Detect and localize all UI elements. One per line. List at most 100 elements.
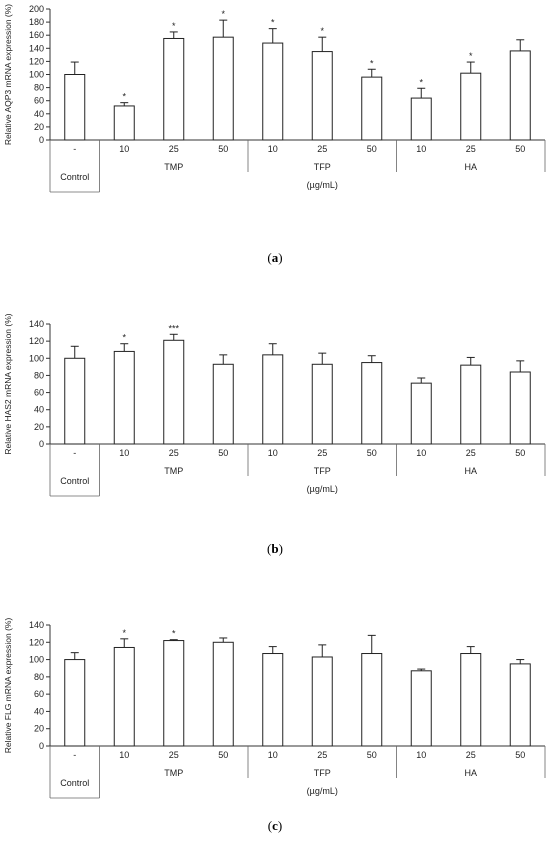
significance-marker: *	[320, 26, 324, 36]
bar	[113, 105, 135, 141]
y-tick-label: 200	[29, 4, 44, 14]
y-tick-label: 140	[29, 319, 44, 329]
bar	[311, 656, 333, 747]
y-axis-label: Relative AQP3 mRNA expression (%)	[3, 4, 13, 145]
x-tick-label: 10	[416, 448, 426, 458]
x-tick-label: 25	[317, 750, 327, 760]
y-tick-label: 120	[29, 56, 44, 66]
y-tick-label: 20	[34, 724, 44, 734]
x-group-label: TMP	[164, 466, 183, 476]
x-tick-label: 50	[367, 448, 377, 458]
bar	[460, 72, 482, 141]
bar	[460, 364, 482, 445]
y-axis-label: Relative HAS2 mRNA expression (%)	[3, 313, 13, 454]
y-tick-label: 80	[34, 83, 44, 93]
y-tick-label: 20	[34, 122, 44, 132]
bar	[64, 659, 86, 747]
chart-panel-a: 0 20 40 60 80 100 120 140 160 180 200 Relative AQP3…	[3, 4, 546, 265]
x-group-label: Control	[60, 778, 89, 788]
significance-marker: *	[469, 51, 473, 61]
bar	[410, 670, 432, 747]
bar	[163, 339, 185, 445]
y-tick-label: 120	[29, 637, 44, 647]
y-tick-label: 80	[34, 370, 44, 380]
x-tick-label: 10	[119, 448, 129, 458]
bar	[163, 640, 185, 747]
y-axis-label: Relative FLG mRNA expression (%)	[3, 618, 13, 754]
y-tick-label: 140	[29, 620, 44, 630]
x-tick-label: 50	[218, 144, 228, 154]
y-tick-label: 60	[34, 388, 44, 398]
x-tick-label: 10	[268, 750, 278, 760]
panel-label: (a)	[267, 250, 282, 265]
x-tick-label: 25	[169, 144, 179, 154]
x-tick-label: 10	[268, 144, 278, 154]
chart-panel-b: 0 20 40 60 80 100 120 140 Relative HAS2 mRNA exp…	[3, 313, 546, 556]
x-tick-label: 50	[515, 448, 525, 458]
x-tick-label: 25	[169, 448, 179, 458]
bar	[113, 350, 135, 445]
x-tick-label: 50	[367, 144, 377, 154]
significance-marker: *	[221, 9, 225, 19]
x-tick-label: 10	[268, 448, 278, 458]
x-group-label: HA	[464, 768, 477, 778]
significance-marker: *	[122, 628, 126, 638]
x-unit-label: (µg/mL)	[307, 786, 338, 796]
x-tick-label: -	[73, 144, 76, 154]
bar	[262, 653, 284, 747]
y-tick-label: 0	[39, 135, 44, 145]
y-tick-label: 120	[29, 336, 44, 346]
y-tick-label: 60	[34, 96, 44, 106]
significance-marker: *	[271, 18, 275, 28]
significance-marker: *	[122, 333, 126, 343]
y-tick-label: 100	[29, 70, 44, 80]
y-tick-label: 160	[29, 30, 44, 40]
x-tick-label: 50	[367, 750, 377, 760]
x-tick-label: 25	[466, 750, 476, 760]
x-group-label: TMP	[164, 768, 183, 778]
x-unit-label: (µg/mL)	[307, 180, 338, 190]
bar	[361, 653, 383, 747]
x-group-label: Control	[60, 172, 89, 182]
bar	[113, 646, 135, 747]
y-tick-label: 100	[29, 655, 44, 665]
x-tick-label: 50	[218, 448, 228, 458]
panel-label: (c)	[268, 818, 282, 833]
x-tick-label: 25	[317, 144, 327, 154]
bar	[163, 37, 185, 141]
y-tick-label: 20	[34, 422, 44, 432]
x-group-label: Control	[60, 476, 89, 486]
x-tick-label: 25	[466, 144, 476, 154]
panel-label: (b)	[267, 541, 283, 556]
x-group-label: HA	[464, 466, 477, 476]
bar	[361, 76, 383, 141]
bar	[361, 362, 383, 445]
x-tick-label: 10	[416, 144, 426, 154]
x-group-label: TFP	[314, 162, 331, 172]
x-tick-label: 50	[218, 750, 228, 760]
x-tick-label: 25	[317, 448, 327, 458]
y-tick-label: 40	[34, 109, 44, 119]
x-tick-label: 25	[466, 448, 476, 458]
bar	[410, 97, 432, 141]
x-tick-label: 50	[515, 144, 525, 154]
x-group-label: TFP	[314, 466, 331, 476]
x-tick-label: 10	[416, 750, 426, 760]
x-tick-label: 50	[515, 750, 525, 760]
x-tick-label: -	[73, 448, 76, 458]
significance-marker: *	[370, 58, 374, 68]
bar	[509, 663, 531, 747]
significance-marker: *	[122, 92, 126, 102]
y-tick-label: 40	[34, 405, 44, 415]
bar	[212, 36, 234, 141]
y-tick-label: 140	[29, 43, 44, 53]
bar	[212, 641, 234, 747]
bar	[311, 363, 333, 445]
bar	[262, 42, 284, 141]
x-tick-label: 10	[119, 144, 129, 154]
bar	[212, 363, 234, 445]
bar	[509, 50, 531, 141]
y-tick-label: 0	[39, 439, 44, 449]
bar	[262, 354, 284, 445]
